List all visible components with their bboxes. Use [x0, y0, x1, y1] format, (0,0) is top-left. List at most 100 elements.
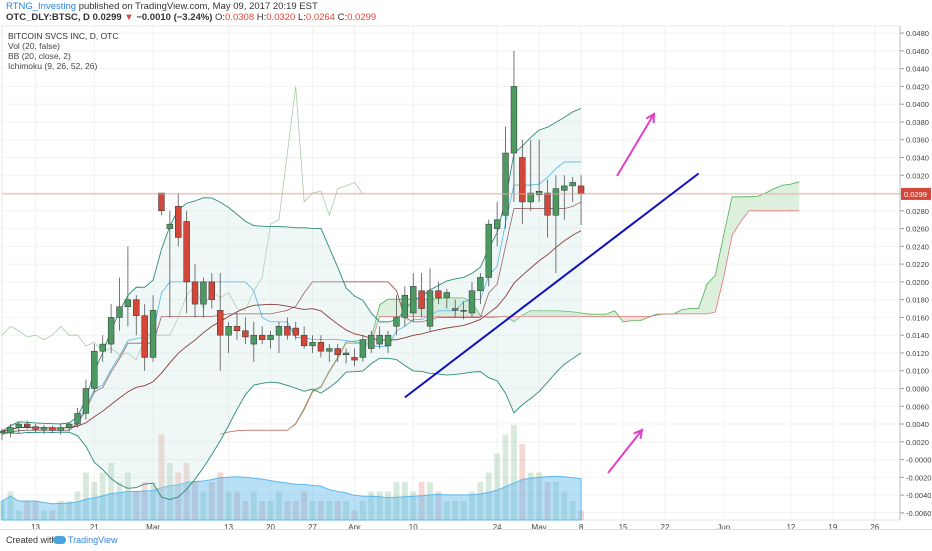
candle-body [159, 193, 165, 211]
candle-body [234, 326, 240, 330]
price-tick-label: 0.0060 [906, 402, 929, 411]
candle-body [494, 220, 500, 229]
price-tick-label: 0.0120 [906, 349, 929, 358]
candle-body [100, 344, 106, 351]
price-tick-label: 0.0140 [906, 331, 929, 340]
candle-body [175, 206, 181, 237]
candle-body [578, 186, 584, 194]
price-tick-label: 0.0440 [906, 65, 929, 74]
price-tick-label: 0.0340 [906, 153, 929, 162]
candle-body [117, 307, 123, 318]
candle-body [16, 424, 22, 428]
price-tick-label: -0.0040 [906, 491, 931, 500]
candle-body [284, 326, 290, 335]
last-price-label: 0.0299 [904, 190, 927, 199]
candle-body [125, 300, 131, 307]
price-tick-label: 0.0040 [906, 420, 929, 429]
legend-bollinger[interactable]: BB (20, close, 2) [8, 51, 119, 61]
candle-body [268, 335, 274, 339]
price-tick-label: -0.0000 [906, 456, 931, 465]
price-tick-label: 0.0200 [906, 278, 929, 287]
price-chart[interactable]: 0.04800.04600.04400.04200.04000.03800.03… [0, 24, 932, 529]
candle-body [511, 86, 517, 153]
candle-body [410, 286, 416, 313]
price-tick-label: 0.0240 [906, 242, 929, 251]
candle-body [394, 317, 400, 326]
candle-body [150, 310, 156, 357]
candle-body [469, 291, 475, 313]
published-text: published on TradingView.com, May 09, 20… [76, 1, 318, 12]
ichimoku-cloud [388, 299, 396, 316]
candle-body [402, 295, 408, 317]
candle-body [41, 428, 47, 430]
candle-body [545, 193, 551, 215]
candle-body [435, 291, 441, 298]
price-tick-label: 0.0020 [906, 438, 929, 447]
candle-body [293, 328, 299, 335]
ichimoku-cloud [774, 185, 782, 211]
price-tick-label: 0.0480 [906, 29, 929, 38]
price-tick-label: 0.0180 [906, 296, 929, 305]
legend-ichimoku[interactable]: Ichimoku (9, 26, 52, 26) [8, 61, 119, 71]
candle-body [133, 300, 139, 316]
candle-body [167, 224, 173, 228]
price-tick-label: 0.0360 [906, 136, 929, 145]
candle-body [142, 316, 148, 358]
candle-body [318, 342, 324, 351]
candle-body [75, 413, 81, 424]
candle-body [192, 282, 198, 304]
price-tick-label: 0.0080 [906, 385, 929, 394]
indicator-legend: BITCOIN SVCS INC, D, OTC Vol (20, false)… [8, 31, 119, 71]
candle-body [452, 309, 458, 311]
candle-body [427, 291, 433, 327]
ichimoku-cloud [749, 196, 757, 210]
tradingview-cloud-icon [53, 536, 66, 544]
candle-body [419, 291, 425, 309]
candle-body [377, 335, 383, 344]
candle-body [486, 224, 492, 277]
legend-title: BITCOIN SVCS INC, D, OTC [8, 31, 119, 41]
candle-body [553, 189, 559, 216]
tradingview-link[interactable]: TradingView [68, 535, 118, 545]
ichimoku-cloud [631, 317, 639, 321]
price-change: −0.0010 (−3.24%) [136, 12, 212, 23]
ohlc-open: O:0.0308 [215, 12, 254, 23]
publish-line: RTNG_Investing published on TradingView.… [6, 1, 318, 12]
publish-header: RTNG_Investing published on TradingView.… [0, 0, 932, 24]
legend-volume[interactable]: Vol (20, false) [8, 41, 119, 51]
candle-body [24, 424, 30, 427]
price-tick-label: 0.0100 [906, 367, 929, 376]
candle-body [217, 310, 223, 335]
candle-body [259, 335, 265, 339]
change-down-icon: ▼ [124, 12, 133, 23]
ichimoku-cloud [690, 309, 698, 314]
price-tick-label: 0.0260 [906, 225, 929, 234]
candle-body [184, 221, 190, 281]
price-tick-label: 0.0400 [906, 100, 929, 109]
candle-body [108, 317, 114, 344]
price-tick-label: 0.0280 [906, 207, 929, 216]
price-tick-label: 0.0320 [906, 171, 929, 180]
candle-body [242, 331, 248, 337]
candle-body [444, 293, 450, 298]
candle-body [91, 351, 97, 388]
candle-body [276, 326, 282, 335]
candle-body [0, 431, 5, 433]
ichimoku-cloud [783, 184, 791, 211]
candle-body [461, 310, 467, 311]
candle-body [83, 389, 89, 414]
candle-body [368, 335, 374, 348]
created-with-text: Created with [6, 535, 57, 545]
candle-body [519, 157, 525, 201]
candle-body [343, 353, 349, 355]
ohlc-high: H:0.0320 [257, 12, 296, 23]
candle-body [301, 335, 307, 346]
candle-body [209, 282, 215, 300]
price-tick-label: 0.0160 [906, 313, 929, 322]
publisher-link[interactable]: RTNG_Investing [6, 1, 76, 12]
price-tick-label: 0.0220 [906, 260, 929, 269]
symbol-label: OTC_DLY:BTSC, D [6, 12, 90, 23]
price-tick-label: 0.0380 [906, 118, 929, 127]
candle-body [528, 193, 534, 202]
candle-body [310, 342, 316, 346]
